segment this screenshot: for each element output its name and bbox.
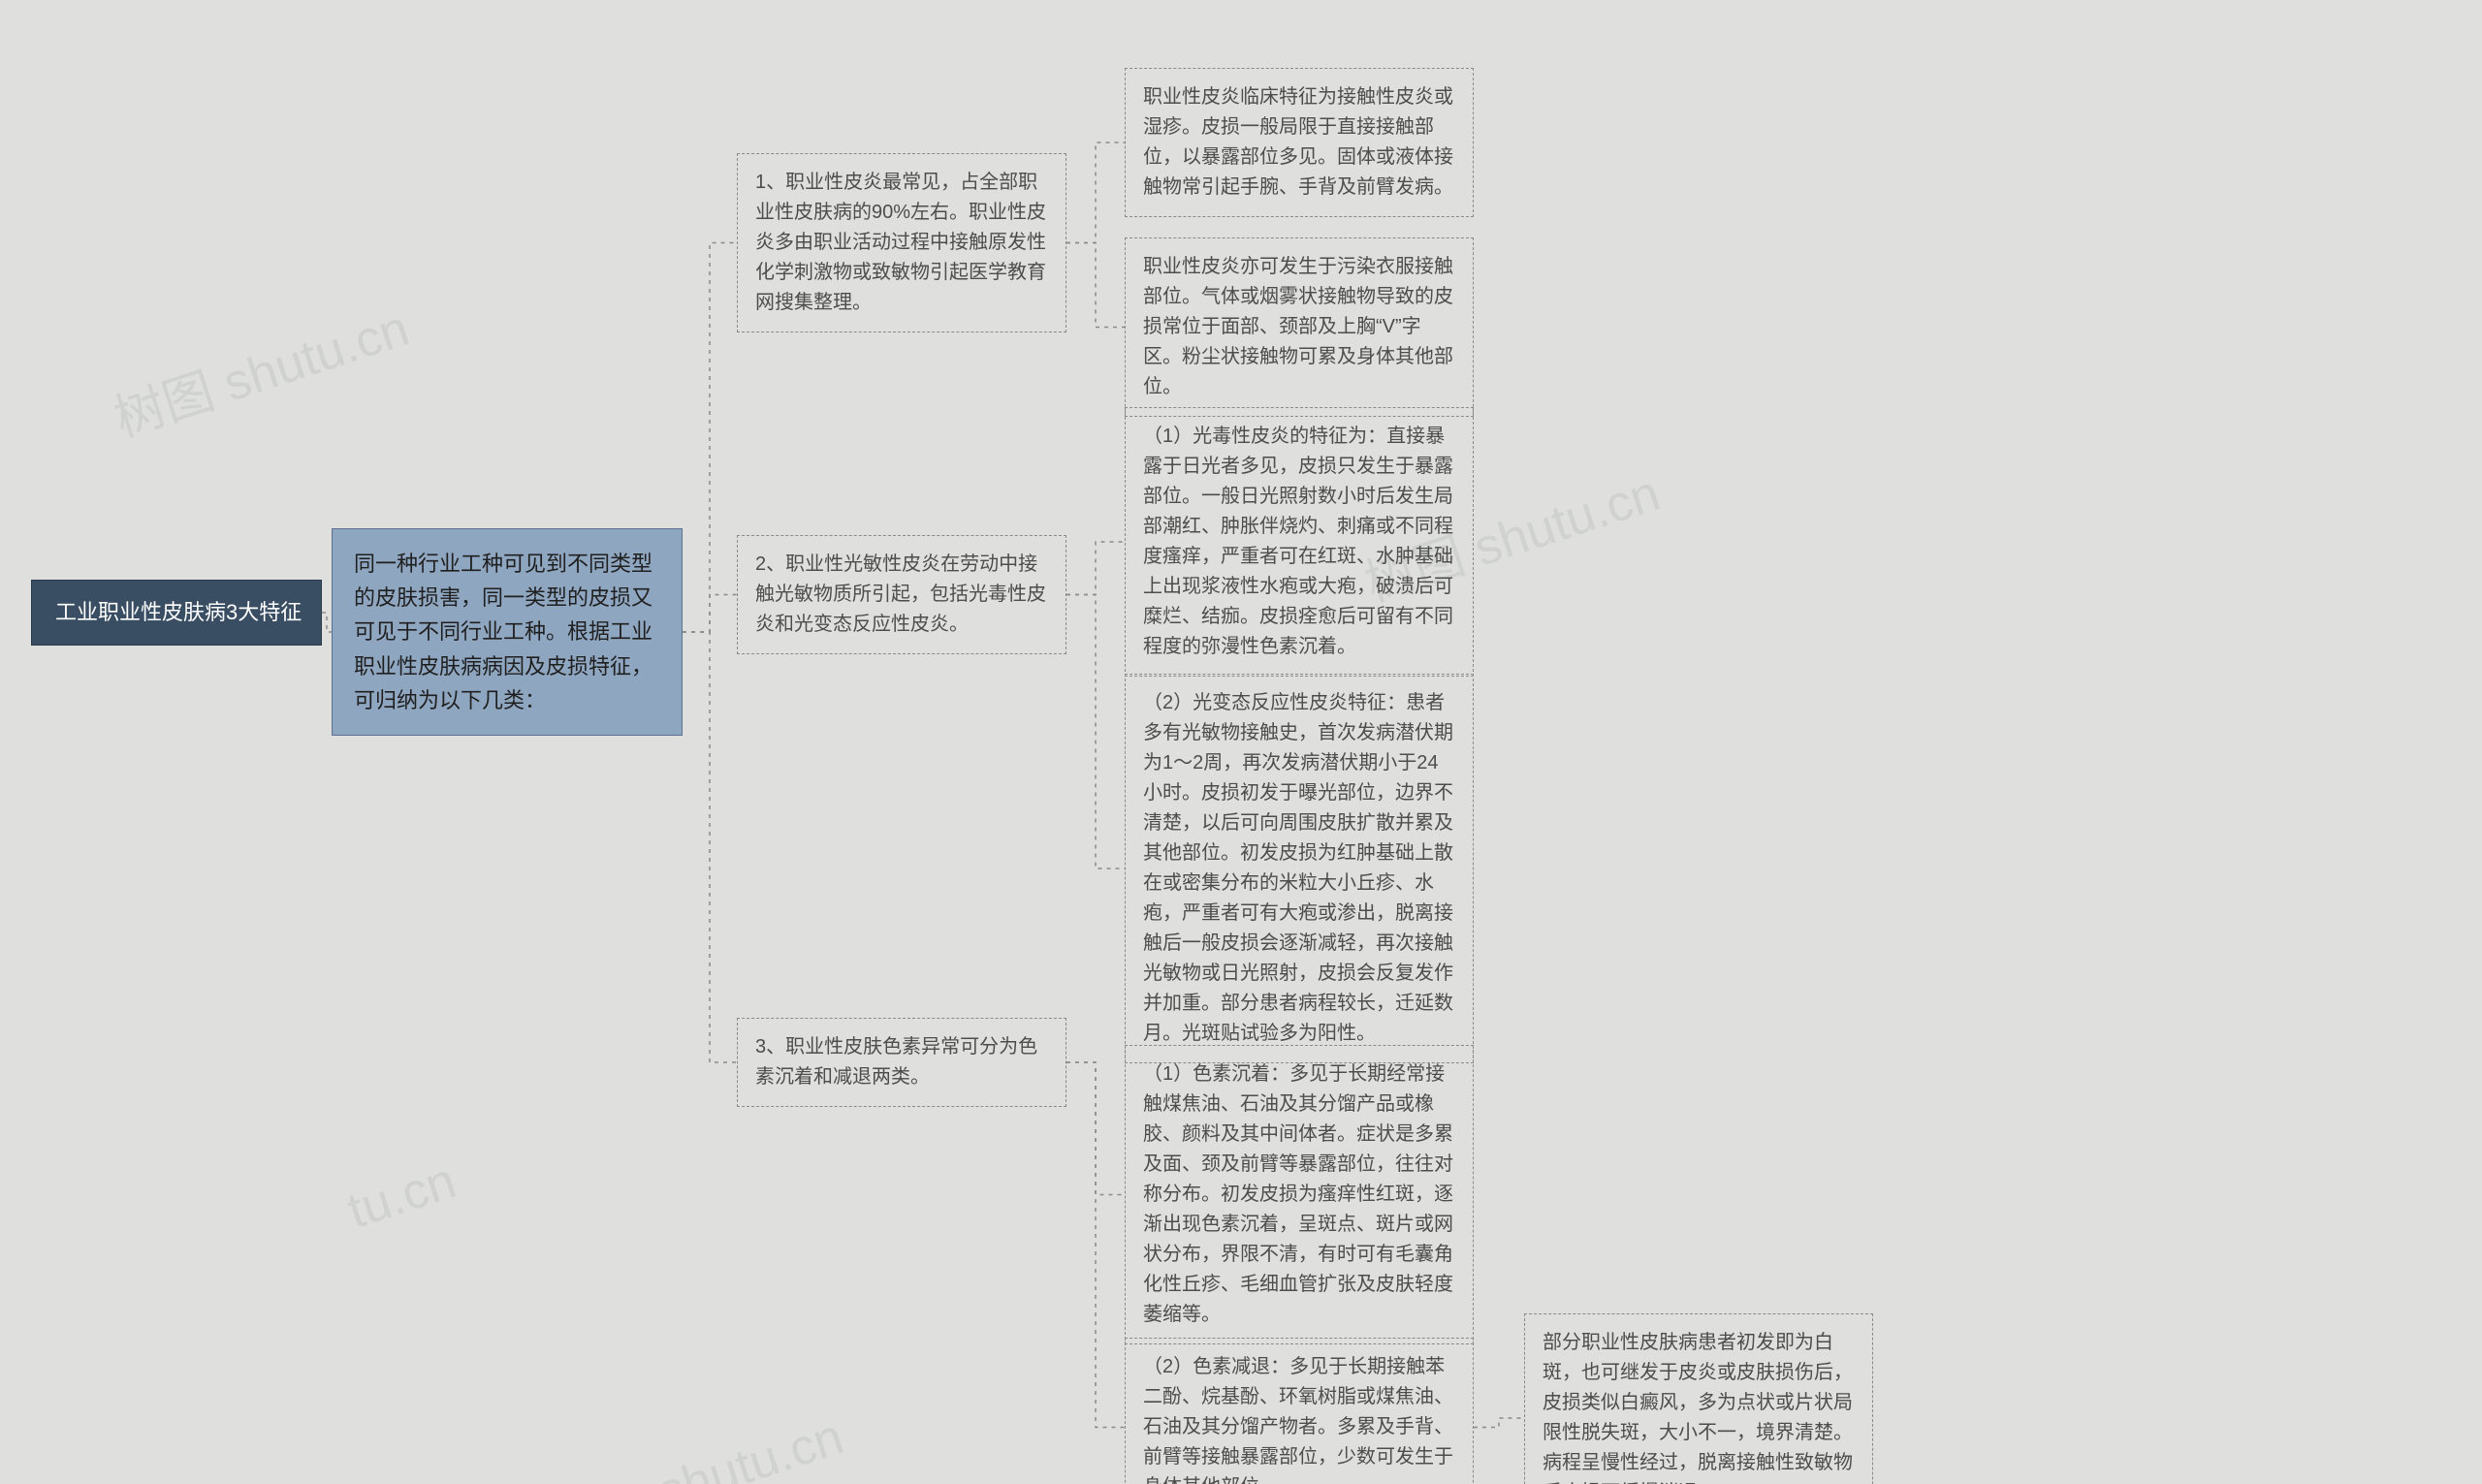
category-2: 2、职业性光敏性皮炎在劳动中接触光敏物质所引起，包括光毒性皮炎和光变态反应性皮炎…: [737, 535, 1066, 654]
cat2-detail-a: （1）光毒性皮炎的特征为：直接暴露于日光者多见，皮损只发生于暴露部位。一般日光照…: [1125, 407, 1474, 677]
cat1-detail-b: 职业性皮炎亦可发生于污染衣服接触部位。气体或烟雾状接触物导致的皮损常位于面部、颈…: [1125, 237, 1474, 417]
cat3b-extra: 部分职业性皮肤病患者初发即为白斑，也可继发于皮炎或皮肤损伤后，皮损类似白癜风，多…: [1524, 1313, 1873, 1484]
watermark-4: tu.cn: [340, 1152, 462, 1241]
category-3: 3、职业性皮肤色素异常可分为色素沉着和减退两类。: [737, 1018, 1066, 1107]
cat3-detail-b: （2）色素减退：多见于长期接触苯二酚、烷基酚、环氧树脂或煤焦油、石油及其分馏产物…: [1125, 1338, 1474, 1484]
cat2-detail-b: （2）光变态反应性皮炎特征：患者多有光敏物接触史，首次发病潜伏期为1～2周，再次…: [1125, 674, 1474, 1063]
intro-node: 同一种行业工种可见到不同类型的皮肤损害，同一类型的皮损又可见于不同行业工种。根据…: [332, 528, 683, 736]
watermark-3: shutu.cn: [651, 1407, 849, 1484]
watermark-1: 树图 shutu.cn: [104, 287, 417, 451]
cat3-detail-a: （1）色素沉着：多见于长期经常接触煤焦油、石油及其分馏产品或橡胶、颜料及其中间体…: [1125, 1045, 1474, 1344]
cat1-detail-a: 职业性皮炎临床特征为接触性皮炎或湿疹。皮损一般局限于直接接触部位，以暴露部位多见…: [1125, 68, 1474, 217]
root-node: 工业职业性皮肤病3大特征: [31, 580, 322, 646]
category-1: 1、职业性皮炎最常见，占全部职业性皮肤病的90%左右。职业性皮炎多由职业活动过程…: [737, 153, 1066, 332]
